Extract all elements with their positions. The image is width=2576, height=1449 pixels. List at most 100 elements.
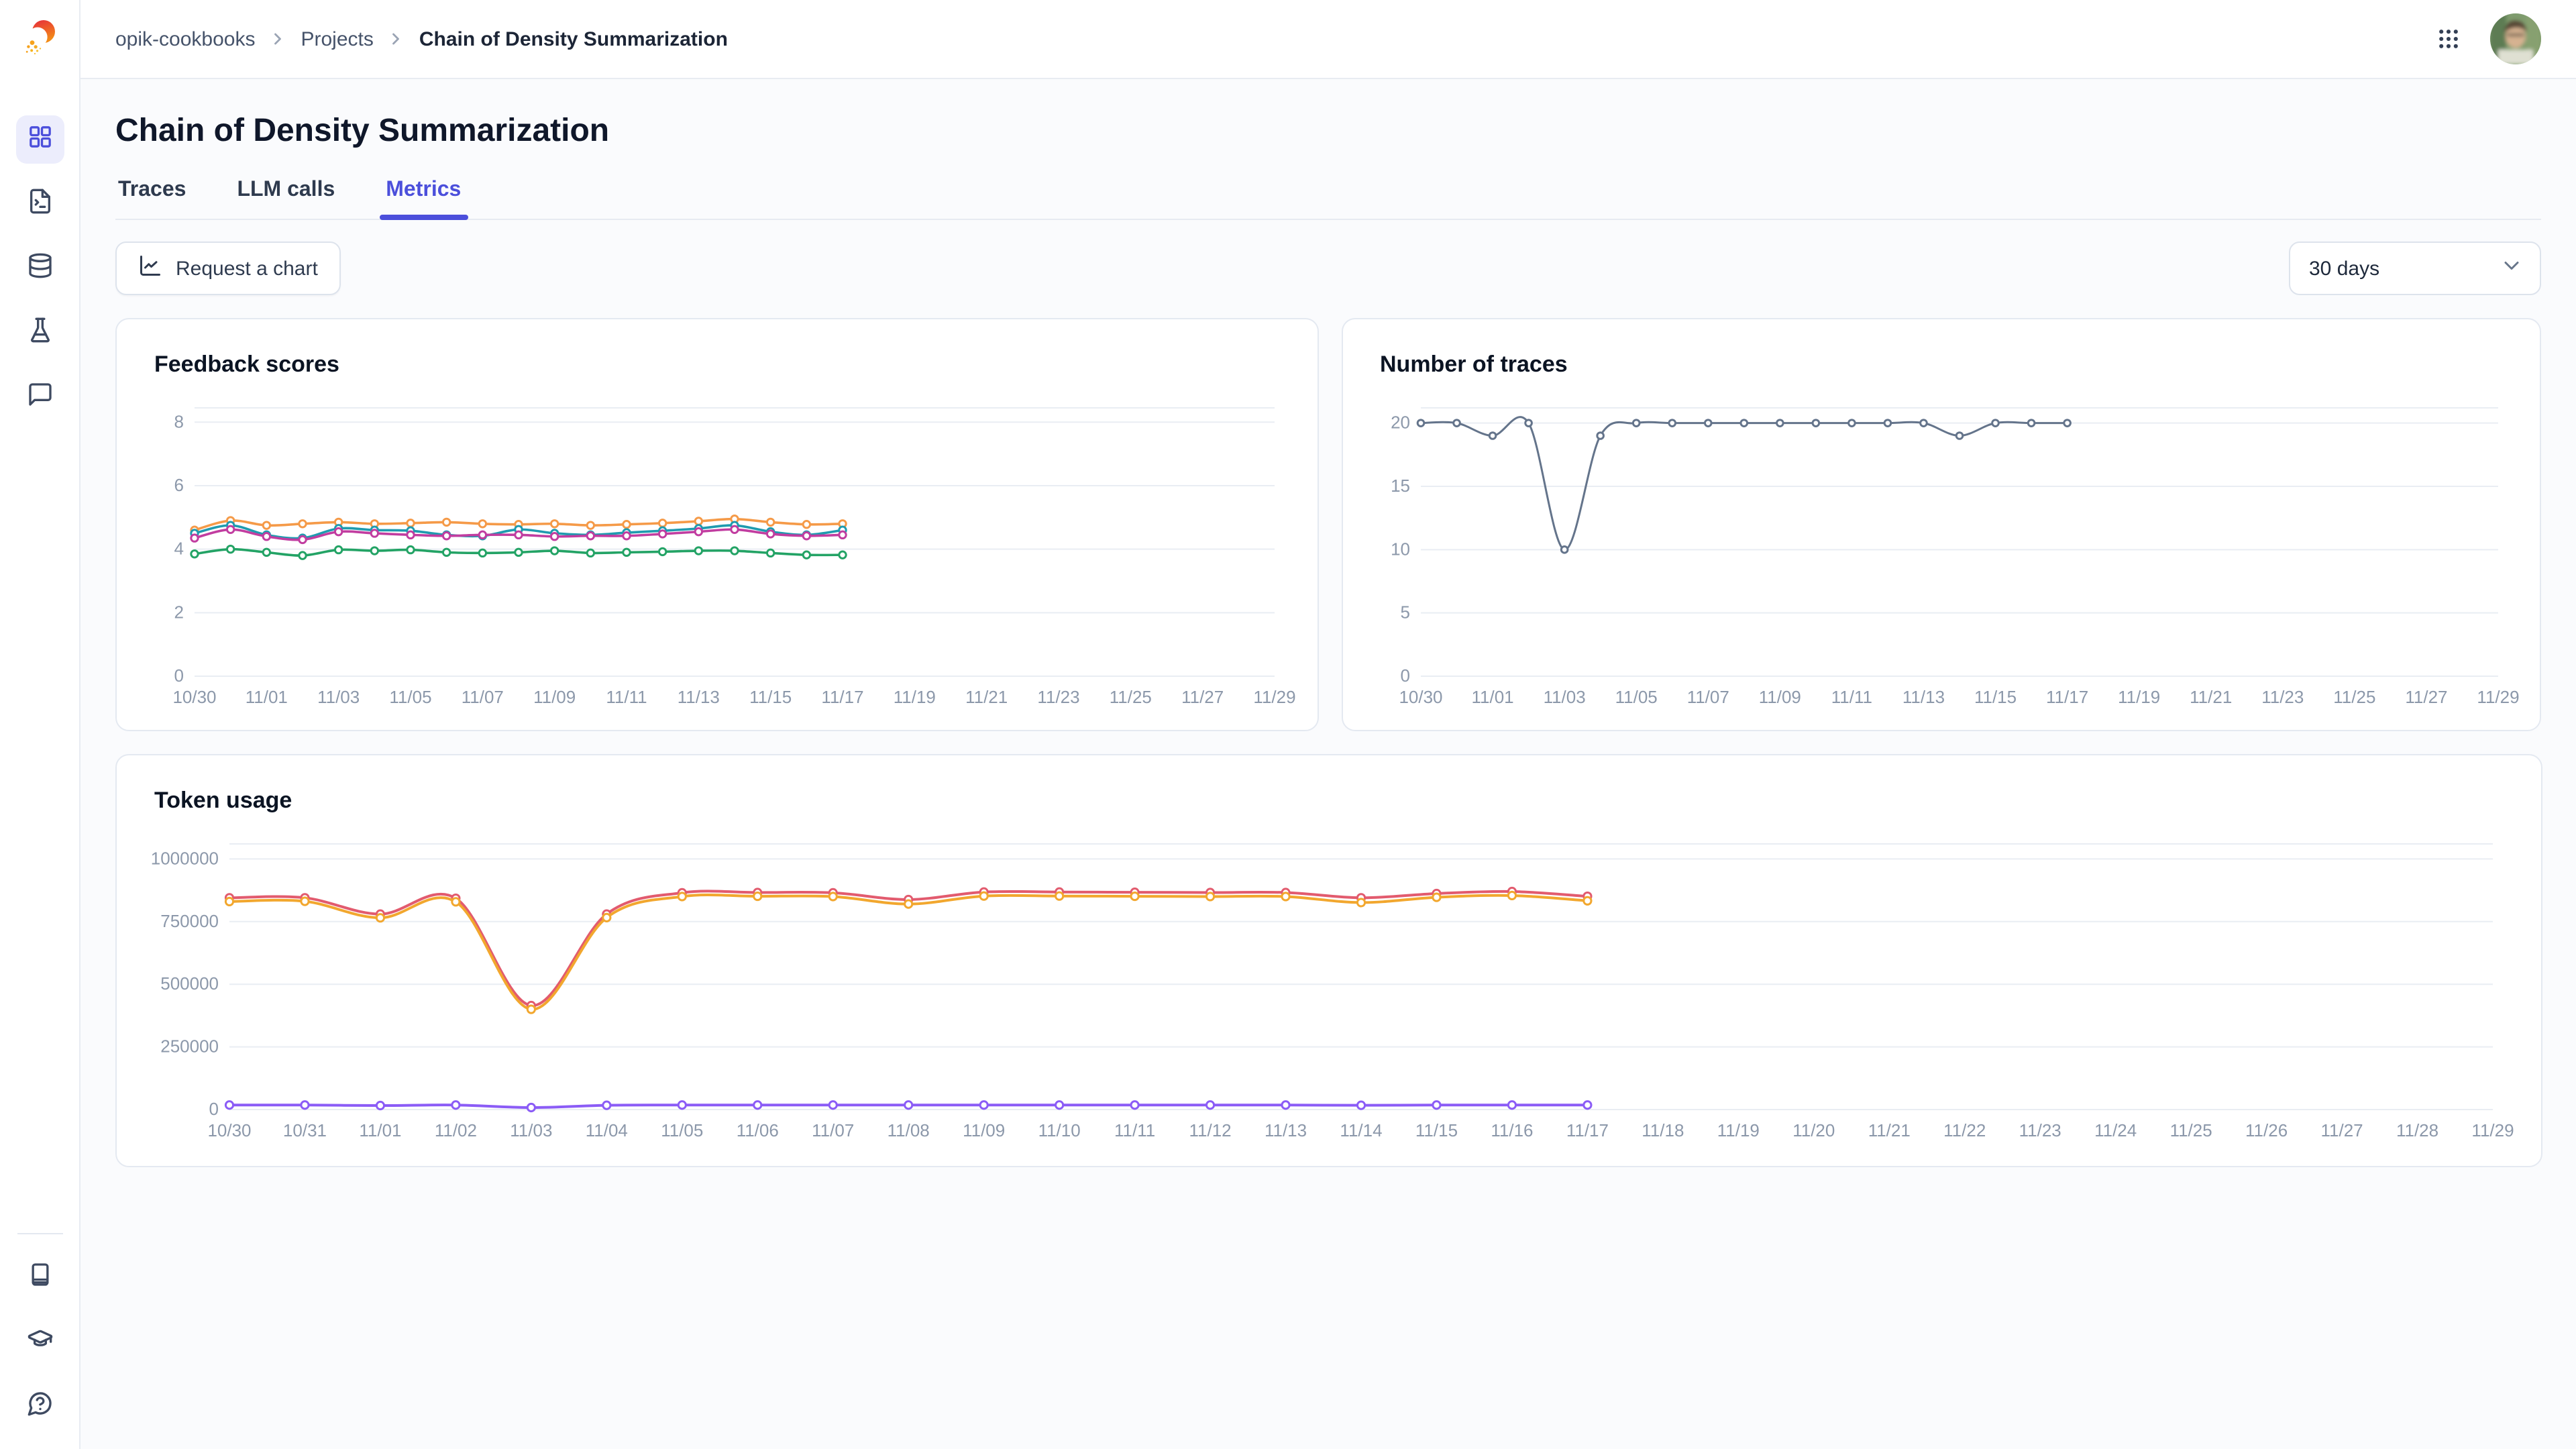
request-chart-button[interactable]: Request a chart <box>115 241 341 295</box>
svg-text:11/22: 11/22 <box>1943 1120 1986 1140</box>
number-of-traces-title: Number of traces <box>1380 352 1568 377</box>
sidebar <box>0 0 80 1449</box>
svg-text:11/05: 11/05 <box>1615 687 1657 707</box>
tab-traces[interactable]: Traces <box>118 178 186 201</box>
feedback-scores-card: Feedback scores 0 2 4 6 8 10/30 11/01 11/03 11/0… <box>115 318 1318 731</box>
svg-text:11/29: 11/29 <box>2476 687 2518 707</box>
feedback-scores-title: Feedback scores <box>154 352 339 377</box>
svg-text:11/07: 11/07 <box>462 687 504 707</box>
svg-text:0: 0 <box>1400 665 1409 686</box>
date-range-select[interactable]: 30 days <box>2289 241 2541 295</box>
help-bubble-icon <box>26 1389 53 1423</box>
svg-text:11/17: 11/17 <box>821 687 863 707</box>
chevron-right-icon <box>268 30 287 48</box>
sidebar-item-documentation[interactable] <box>15 1253 64 1301</box>
token-usage-title: Token usage <box>154 788 292 813</box>
sidebar-divider <box>17 1233 62 1234</box>
tab-llm-calls[interactable]: LLM calls <box>237 178 335 201</box>
svg-text:11/19: 11/19 <box>894 687 936 707</box>
svg-text:11/20: 11/20 <box>1792 1120 1835 1140</box>
svg-text:11/08: 11/08 <box>888 1120 930 1140</box>
svg-text:11/17: 11/17 <box>1566 1120 1609 1140</box>
tab-metrics[interactable]: Metrics <box>379 178 468 220</box>
svg-text:11/23: 11/23 <box>1037 687 1079 707</box>
svg-text:11/13: 11/13 <box>1265 1120 1307 1140</box>
feedback-scores-chart[interactable]: 0 2 4 6 8 10/30 11/01 11/03 11/05 11/07 11/09 11/11… <box>149 397 1296 716</box>
sidebar-item-feedback[interactable] <box>15 373 64 421</box>
svg-text:10/31: 10/31 <box>283 1120 327 1140</box>
sidebar-item-projects[interactable] <box>15 115 64 164</box>
svg-text:11/03: 11/03 <box>1543 687 1585 707</box>
chevron-right-icon <box>387 30 406 48</box>
svg-text:11/05: 11/05 <box>389 687 431 707</box>
charts-row: Feedback scores 0 2 4 6 8 10/30 11/01 11/03 11/0… <box>115 318 2541 731</box>
svg-text:11/25: 11/25 <box>2170 1120 2212 1140</box>
sidebar-item-experiments[interactable] <box>15 309 64 357</box>
main-content: Chain of Density Summarization Traces LL… <box>80 79 2576 1449</box>
sidebar-bottom-nav <box>15 1253 64 1430</box>
svg-text:11/10: 11/10 <box>1038 1120 1081 1140</box>
svg-text:11/23: 11/23 <box>2261 687 2303 707</box>
svg-text:11/13: 11/13 <box>678 687 720 707</box>
chevron-down-icon <box>2500 254 2524 283</box>
svg-text:750000: 750000 <box>160 911 219 931</box>
svg-text:11/09: 11/09 <box>533 687 576 707</box>
breadcrumb-workspace[interactable]: opik-cookbooks <box>115 28 256 50</box>
svg-text:8: 8 <box>174 411 184 431</box>
svg-text:11/01: 11/01 <box>359 1120 401 1140</box>
date-range-value: 30 days <box>2309 257 2380 280</box>
number-of-traces-chart[interactable]: 0 5 10 15 20 10/30 11/01 11/03 11/05 11/07 11/09 11… <box>1375 397 2519 716</box>
svg-text:11/15: 11/15 <box>1415 1120 1458 1140</box>
svg-text:11/07: 11/07 <box>1686 687 1729 707</box>
database-icon <box>26 252 53 285</box>
svg-text:10: 10 <box>1390 539 1409 559</box>
svg-text:11/18: 11/18 <box>1642 1120 1684 1140</box>
top-header: opik-cookbooks Projects Chain of Density… <box>80 0 2576 79</box>
token-usage-chart[interactable]: 0 250000 500000 750000 1000000 10/30 10/31 11/0… <box>149 833 2514 1150</box>
request-chart-label: Request a chart <box>176 257 318 280</box>
sidebar-item-help[interactable] <box>15 1382 64 1430</box>
svg-text:11/15: 11/15 <box>1974 687 2016 707</box>
svg-text:11/25: 11/25 <box>2332 687 2375 707</box>
message-square-icon <box>26 380 53 414</box>
svg-text:11/29: 11/29 <box>1253 687 1295 707</box>
svg-text:11/27: 11/27 <box>1181 687 1224 707</box>
svg-text:11/13: 11/13 <box>1902 687 1944 707</box>
svg-text:11/12: 11/12 <box>1189 1120 1231 1140</box>
svg-text:11/26: 11/26 <box>2245 1120 2288 1140</box>
grid-icon <box>26 123 53 156</box>
breadcrumb: opik-cookbooks Projects Chain of Density… <box>115 28 728 50</box>
page-title: Chain of Density Summarization <box>115 113 610 149</box>
svg-text:11/03: 11/03 <box>317 687 360 707</box>
svg-text:11/11: 11/11 <box>1831 687 1872 707</box>
svg-text:15: 15 <box>1390 476 1409 496</box>
svg-text:10/30: 10/30 <box>172 687 216 707</box>
sidebar-item-prompts[interactable] <box>15 180 64 228</box>
sidebar-item-datasets[interactable] <box>15 244 64 292</box>
svg-text:11/01: 11/01 <box>246 687 288 707</box>
svg-text:11/07: 11/07 <box>812 1120 854 1140</box>
header-actions <box>2436 13 2541 64</box>
breadcrumb-projects[interactable]: Projects <box>301 28 374 50</box>
svg-text:11/19: 11/19 <box>1717 1120 1760 1140</box>
sidebar-item-quickstart[interactable] <box>15 1318 64 1366</box>
svg-text:11/01: 11/01 <box>1470 687 1513 707</box>
svg-text:11/21: 11/21 <box>965 687 1008 707</box>
svg-text:11/21: 11/21 <box>2189 687 2231 707</box>
metrics-toolbar: Request a chart 30 days <box>115 241 2541 295</box>
svg-text:11/09: 11/09 <box>963 1120 1005 1140</box>
flask-icon <box>26 316 53 350</box>
svg-text:11/27: 11/27 <box>2404 687 2447 707</box>
apps-grid-icon[interactable] <box>2436 27 2461 51</box>
svg-text:4: 4 <box>174 539 184 559</box>
svg-text:11/04: 11/04 <box>586 1120 628 1140</box>
tab-bar: Traces LLM calls Metrics <box>115 178 2541 220</box>
svg-text:11/24: 11/24 <box>2094 1120 2137 1140</box>
comet-logo[interactable] <box>18 16 61 59</box>
user-avatar[interactable] <box>2490 13 2541 64</box>
svg-text:1000000: 1000000 <box>151 848 219 868</box>
number-of-traces-card: Number of traces 0 5 10 15 20 10/30 11/01 11/03… <box>1341 318 2541 731</box>
comet-logo-icon <box>25 20 54 55</box>
svg-text:6: 6 <box>174 475 184 495</box>
